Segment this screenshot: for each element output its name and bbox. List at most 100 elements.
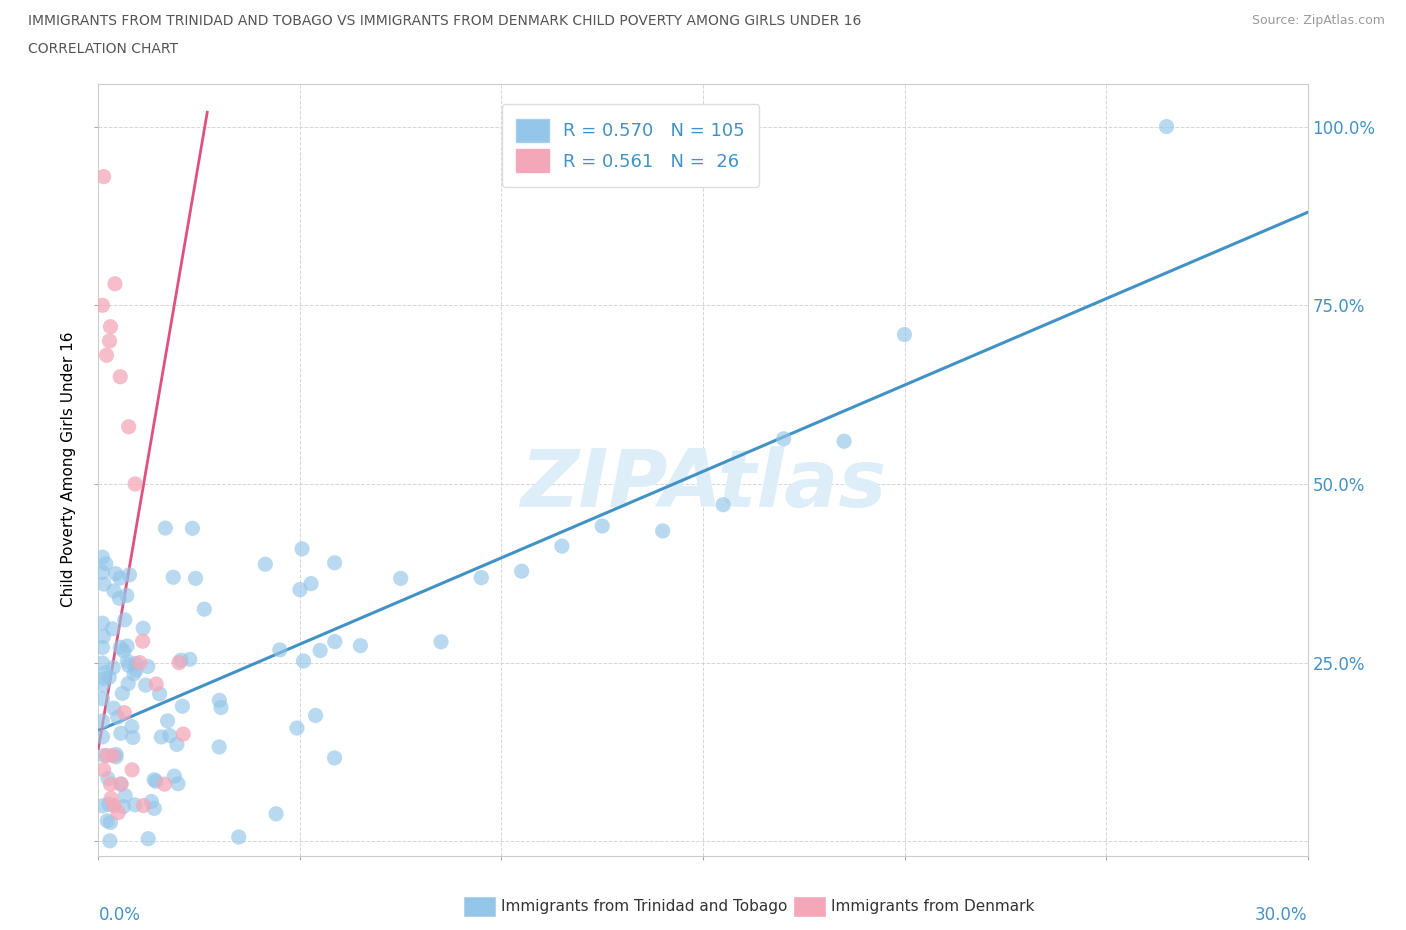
Point — [97, 797, 120, 812]
Point — [117, 654, 139, 669]
Point — [135, 678, 157, 693]
Point — [254, 557, 277, 572]
Text: CORRELATION CHART: CORRELATION CHART — [28, 42, 179, 56]
Point — [96, 348, 118, 363]
Point — [91, 677, 114, 692]
Point — [181, 521, 204, 536]
Point — [91, 550, 114, 565]
Point — [93, 629, 115, 644]
Point — [103, 583, 125, 598]
Point — [159, 728, 181, 743]
Point — [91, 298, 114, 312]
Point — [91, 565, 114, 579]
Point — [110, 725, 132, 740]
Point — [208, 739, 231, 754]
Point — [149, 686, 172, 701]
Point — [125, 662, 148, 677]
Point — [124, 797, 146, 812]
Point — [100, 815, 122, 830]
Point — [108, 571, 131, 586]
Point — [100, 319, 122, 334]
Text: Immigrants from Denmark: Immigrants from Denmark — [831, 899, 1035, 914]
Text: IMMIGRANTS FROM TRINIDAD AND TOBAGO VS IMMIGRANTS FROM DENMARK CHILD POVERTY AMO: IMMIGRANTS FROM TRINIDAD AND TOBAGO VS I… — [28, 14, 862, 28]
Point — [150, 729, 173, 744]
Point — [110, 369, 132, 384]
Point — [104, 566, 127, 581]
Point — [104, 276, 127, 291]
Point — [118, 567, 141, 582]
Point — [94, 665, 117, 680]
Point — [101, 748, 124, 763]
Point — [121, 719, 143, 734]
Point — [292, 654, 315, 669]
Point — [145, 677, 167, 692]
Point — [193, 602, 215, 617]
Point — [93, 748, 115, 763]
Point — [91, 640, 114, 655]
Point — [124, 476, 146, 491]
Point — [172, 698, 194, 713]
Point — [103, 660, 125, 675]
Point — [141, 794, 163, 809]
Point — [98, 334, 121, 349]
Point — [349, 638, 371, 653]
Point — [172, 726, 194, 741]
Point — [112, 799, 135, 814]
Point — [145, 774, 167, 789]
Point — [155, 521, 177, 536]
Point — [94, 556, 117, 571]
Point — [772, 432, 794, 446]
Point — [228, 830, 250, 844]
Point — [117, 419, 139, 434]
Point — [100, 777, 122, 791]
Point — [100, 791, 122, 806]
Point — [323, 634, 346, 649]
Point — [166, 737, 188, 751]
Point — [470, 570, 492, 585]
Point — [156, 713, 179, 728]
Point — [93, 671, 115, 686]
Point — [110, 777, 132, 791]
Point — [153, 777, 176, 791]
Text: 0.0%: 0.0% — [98, 906, 141, 923]
Point — [591, 519, 613, 534]
Text: ZIPAtlas: ZIPAtlas — [520, 446, 886, 525]
Point — [832, 433, 855, 448]
Point — [136, 659, 159, 674]
Point — [167, 656, 190, 671]
Point — [510, 564, 533, 578]
Point — [115, 588, 138, 603]
Point — [209, 700, 232, 715]
Point — [97, 771, 120, 786]
Point — [98, 833, 121, 848]
Point — [264, 806, 287, 821]
Point — [323, 751, 346, 765]
Point — [651, 524, 673, 538]
Point — [91, 656, 114, 671]
Point — [96, 748, 118, 763]
Point — [117, 676, 139, 691]
Point — [107, 710, 129, 724]
Point — [112, 705, 135, 720]
Point — [299, 577, 322, 591]
Point — [91, 799, 114, 814]
Point — [122, 730, 145, 745]
Point — [163, 768, 186, 783]
Point — [114, 789, 136, 804]
Point — [170, 653, 193, 668]
Point — [104, 750, 127, 764]
Point — [111, 686, 134, 701]
Point — [208, 693, 231, 708]
Point — [101, 621, 124, 636]
Point — [184, 571, 207, 586]
Point — [93, 169, 115, 184]
Point — [112, 644, 135, 658]
Point — [125, 657, 148, 671]
Point — [132, 620, 155, 635]
Point — [389, 571, 412, 586]
Point — [108, 591, 131, 605]
Point — [122, 666, 145, 681]
Point — [91, 729, 114, 744]
Point — [162, 570, 184, 585]
Point — [107, 805, 129, 820]
